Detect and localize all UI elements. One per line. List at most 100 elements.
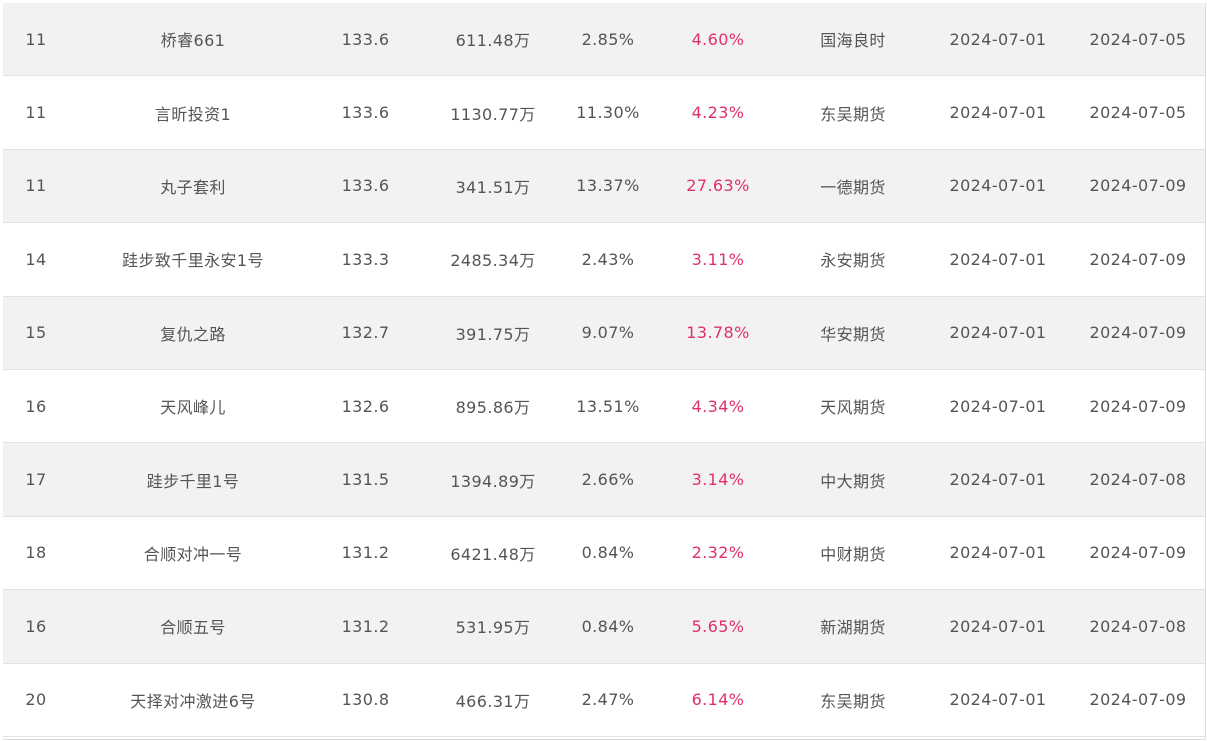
name-cell: 合顺对冲一号: [143, 544, 243, 564]
score-cell: 133.6: [341, 103, 390, 123]
drawdown-cell: 0.84%: [581, 616, 635, 636]
rank-cell: 16: [25, 616, 47, 636]
scale-cell: 895.86万: [455, 398, 531, 418]
table-row: 15 复仇之路 132.7 391.75万 9.07% 13.78% 华安期货 2024-07…: [3, 296, 1205, 370]
scale-cell: 466.31万: [455, 691, 531, 711]
rank-cell: 11: [25, 29, 47, 49]
score-cell: 131.2: [341, 616, 390, 636]
drawdown-cell: 2.85%: [581, 29, 635, 49]
table-row: 18 合顺对冲一号 131.2 6421.48万 0.84% 2.32% 中财期货 2024-…: [3, 516, 1205, 591]
scale-cell: 531.95万: [455, 618, 531, 638]
broker-cell: 永安期货: [820, 251, 886, 271]
table-row: 14 跬步致千里永安1号 133.3 2485.34万 2.43% 3.11% 永安期货 20…: [3, 223, 1205, 297]
broker-cell: 中大期货: [820, 471, 886, 491]
rank-cell: 17: [25, 470, 47, 490]
rank-cell: 20: [25, 690, 47, 710]
score-cell: 130.8: [341, 690, 390, 710]
end-date-cell: 2024-07-05: [1089, 103, 1187, 123]
score-cell: 131.2: [341, 543, 390, 563]
start-date-cell: 2024-07-01: [949, 690, 1047, 710]
scale-cell: 341.51万: [455, 177, 531, 197]
broker-cell: 一德期货: [820, 177, 886, 197]
broker-cell: 中财期货: [820, 544, 886, 564]
broker-cell: 华安期货: [820, 324, 886, 344]
scale-cell: 391.75万: [455, 324, 531, 344]
start-date-cell: 2024-07-01: [949, 470, 1047, 490]
end-date-cell: 2024-07-09: [1089, 323, 1187, 343]
return-cell: 6.14%: [691, 690, 745, 710]
drawdown-cell: 0.84%: [581, 543, 635, 563]
table-body: 11 桥睿661 133.6 611.48万 2.85% 4.60% 国海良时 2024-07…: [3, 3, 1205, 737]
table-row: 16 天风峰儿 132.6 895.86万 13.51% 4.34% 天风期货 2024-07…: [3, 369, 1205, 444]
rank-cell: 14: [25, 249, 47, 269]
return-cell: 13.78%: [686, 323, 750, 343]
name-cell: 言昕投资1: [154, 104, 232, 124]
scale-cell: 1394.89万: [450, 471, 536, 491]
end-date-cell: 2024-07-09: [1089, 249, 1187, 269]
drawdown-cell: 9.07%: [581, 323, 635, 343]
drawdown-cell: 13.37%: [576, 176, 640, 196]
start-date-cell: 2024-07-01: [949, 249, 1047, 269]
end-date-cell: 2024-07-09: [1089, 396, 1187, 416]
table-row: 11 言昕投资1 133.6 1130.77万 11.30% 4.23% 东吴期货 2024-…: [3, 76, 1205, 150]
scale-cell: 611.48万: [455, 31, 531, 51]
broker-cell: 天风期货: [820, 398, 886, 418]
rank-cell: 16: [25, 396, 47, 416]
table-row: 11 桥睿661 133.6 611.48万 2.85% 4.60% 国海良时 2024-07…: [3, 3, 1205, 77]
end-date-cell: 2024-07-09: [1089, 690, 1187, 710]
end-date-cell: 2024-07-09: [1089, 543, 1187, 563]
return-cell: 3.14%: [691, 470, 745, 490]
start-date-cell: 2024-07-01: [949, 323, 1047, 343]
table-row: 20 天择对冲激进6号 130.8 466.31万 2.47% 6.14% 东吴期货 2024…: [3, 663, 1205, 737]
score-cell: 133.6: [341, 176, 390, 196]
rank-cell: 11: [25, 176, 47, 196]
drawdown-cell: 13.51%: [576, 396, 640, 416]
return-cell: 4.34%: [691, 396, 745, 416]
broker-cell: 新湖期货: [820, 618, 886, 638]
name-cell: 跬步致千里永安1号: [122, 251, 264, 271]
return-cell: 4.23%: [691, 103, 745, 123]
score-cell: 132.7: [341, 323, 390, 343]
scale-cell: 1130.77万: [450, 104, 536, 124]
score-cell: 133.3: [341, 249, 390, 269]
score-cell: 132.6: [341, 396, 390, 416]
start-date-cell: 2024-07-01: [949, 543, 1047, 563]
name-cell: 跬步千里1号: [146, 471, 240, 491]
name-cell: 复仇之路: [160, 324, 226, 344]
table-row: 11 丸子套利 133.6 341.51万 13.37% 27.63% 一德期货 2024-0…: [3, 149, 1205, 224]
ranking-table: 11 桥睿661 133.6 611.48万 2.85% 4.60% 国海良时 2024-07…: [3, 3, 1206, 740]
drawdown-cell: 2.47%: [581, 690, 635, 710]
name-cell: 天择对冲激进6号: [130, 691, 256, 711]
table-row: 16 合顺五号 131.2 531.95万 0.84% 5.65% 新湖期货 2024-07-…: [3, 590, 1205, 664]
end-date-cell: 2024-07-05: [1089, 29, 1187, 49]
score-cell: 131.5: [341, 470, 390, 490]
score-cell: 133.6: [341, 29, 390, 49]
start-date-cell: 2024-07-01: [949, 29, 1047, 49]
rank-cell: 18: [25, 543, 47, 563]
return-cell: 5.65%: [691, 616, 745, 636]
end-date-cell: 2024-07-09: [1089, 176, 1187, 196]
return-cell: 4.60%: [691, 29, 745, 49]
rank-cell: 15: [25, 323, 47, 343]
start-date-cell: 2024-07-01: [949, 176, 1047, 196]
start-date-cell: 2024-07-01: [949, 103, 1047, 123]
broker-cell: 东吴期货: [820, 104, 886, 124]
drawdown-cell: 11.30%: [576, 103, 640, 123]
name-cell: 桥睿661: [160, 31, 226, 51]
name-cell: 丸子套利: [160, 177, 226, 197]
scale-cell: 6421.48万: [450, 544, 536, 564]
start-date-cell: 2024-07-01: [949, 396, 1047, 416]
return-cell: 2.32%: [691, 543, 745, 563]
name-cell: 合顺五号: [160, 618, 226, 638]
rank-cell: 11: [25, 103, 47, 123]
name-cell: 天风峰儿: [160, 398, 226, 418]
end-date-cell: 2024-07-08: [1089, 470, 1187, 490]
end-date-cell: 2024-07-08: [1089, 616, 1187, 636]
broker-cell: 国海良时: [820, 31, 886, 51]
drawdown-cell: 2.66%: [581, 470, 635, 490]
start-date-cell: 2024-07-01: [949, 616, 1047, 636]
return-cell: 3.11%: [691, 249, 745, 269]
table-row: 17 跬步千里1号 131.5 1394.89万 2.66% 3.14% 中大期货 2024-…: [3, 443, 1205, 517]
return-cell: 27.63%: [686, 176, 750, 196]
scale-cell: 2485.34万: [450, 251, 536, 271]
